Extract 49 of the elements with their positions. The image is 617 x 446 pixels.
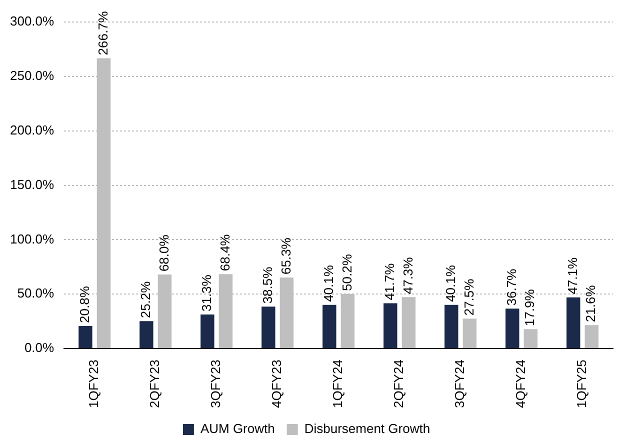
legend-label: AUM Growth bbox=[200, 421, 275, 436]
data-label: 68.0% bbox=[156, 234, 172, 272]
data-label: 68.4% bbox=[217, 234, 232, 272]
x-tick-label: 2QFY23 bbox=[147, 360, 162, 408]
data-label: 40.1% bbox=[442, 264, 458, 302]
y-tick-label: 150.0% bbox=[10, 176, 55, 192]
data-label: 31.3% bbox=[198, 274, 214, 312]
bar bbox=[584, 325, 599, 348]
x-tick-label: 4QFY24 bbox=[513, 360, 528, 408]
data-label: 41.7% bbox=[382, 262, 397, 300]
data-label: 38.5% bbox=[260, 266, 275, 304]
x-tick-label: 3QFY23 bbox=[208, 360, 224, 408]
data-label: 27.5% bbox=[461, 278, 476, 316]
x-tick-label: 1QFY25 bbox=[574, 360, 590, 408]
bar bbox=[402, 297, 416, 348]
legend-label: Disbursement Growth bbox=[304, 421, 430, 436]
y-tick-label: 50.0% bbox=[17, 286, 55, 301]
bar bbox=[262, 306, 276, 348]
x-tick-label: 3QFY24 bbox=[452, 360, 468, 408]
bar bbox=[322, 304, 336, 348]
y-tick-label: 100.0% bbox=[10, 231, 55, 246]
y-tick-label: 0.0% bbox=[24, 340, 55, 356]
bar bbox=[566, 297, 580, 348]
data-label: 36.7% bbox=[504, 268, 519, 306]
data-label: 17.9% bbox=[522, 288, 538, 326]
data-label: 266.7% bbox=[95, 10, 110, 56]
data-label: 50.2% bbox=[339, 254, 354, 291]
bar bbox=[462, 318, 477, 348]
bar bbox=[140, 321, 154, 348]
y-tick-label: 300.0% bbox=[10, 14, 55, 29]
bar bbox=[444, 304, 458, 348]
x-tick-label: 4QFY23 bbox=[269, 360, 284, 408]
x-tick-label: 1QFY24 bbox=[330, 360, 346, 408]
bar bbox=[78, 326, 92, 348]
data-label: 65.3% bbox=[278, 237, 294, 274]
bar bbox=[384, 303, 398, 348]
data-label: 25.2% bbox=[138, 280, 154, 318]
y-tick-label: 250.0% bbox=[10, 68, 55, 84]
data-label: 21.6% bbox=[583, 284, 598, 322]
data-label: 20.8% bbox=[77, 286, 92, 323]
bar bbox=[200, 314, 214, 348]
bar bbox=[506, 308, 520, 348]
y-tick-label: 200.0% bbox=[10, 122, 55, 138]
data-label: 47.1% bbox=[564, 257, 580, 294]
x-tick-label: 1QFY23 bbox=[86, 360, 102, 408]
x-tick-label: 2QFY24 bbox=[391, 360, 406, 408]
data-label: 40.1% bbox=[320, 264, 336, 302]
data-label: 47.3% bbox=[400, 256, 416, 294]
bar bbox=[524, 329, 538, 348]
